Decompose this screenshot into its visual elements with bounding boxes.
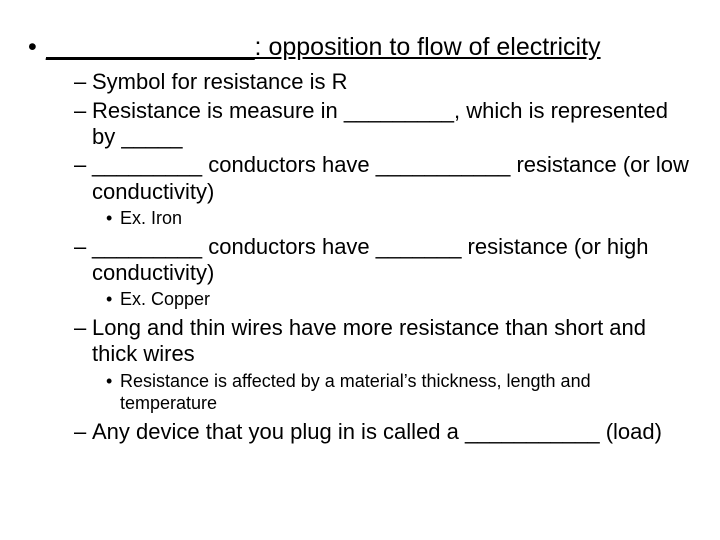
bullet-level2: –Resistance is measure in _________, whi… — [28, 98, 692, 151]
dash-icon: – — [74, 98, 92, 124]
level2-text: Symbol for resistance is R — [92, 69, 348, 94]
level2-text: Resistance is measure in _________, whic… — [92, 98, 668, 149]
bullet-dot-icon: • — [28, 32, 46, 63]
bullet-dot-icon: • — [106, 370, 120, 393]
level3-text: Resistance is affected by a material’s t… — [120, 371, 591, 414]
bullet-level1: •_______________: opposition to flow of … — [28, 32, 692, 63]
dash-icon: – — [74, 234, 92, 260]
bullet-level3: •Ex. Copper — [28, 288, 692, 311]
dash-icon: – — [74, 152, 92, 178]
bullet-dot-icon: • — [106, 288, 120, 311]
bullet-level2: –_________ conductors have ___________ r… — [28, 152, 692, 205]
level3-text: Ex. Copper — [120, 289, 210, 309]
bullet-level2: –Long and thin wires have more resistanc… — [28, 315, 692, 368]
level2-text: Long and thin wires have more resistance… — [92, 315, 646, 366]
dash-icon: – — [74, 69, 92, 95]
bullet-level2: –Symbol for resistance is R — [28, 69, 692, 95]
dash-icon: – — [74, 315, 92, 341]
bullet-level3: •Ex. Iron — [28, 207, 692, 230]
level2-text: _________ conductors have _______ resist… — [92, 234, 649, 285]
dash-icon: – — [74, 419, 92, 445]
bullet-level2: –Any device that you plug in is called a… — [28, 419, 692, 445]
slide: •_______________: opposition to flow of … — [0, 0, 720, 540]
level1-text: _______________: opposition to flow of e… — [46, 33, 601, 61]
bullet-dot-icon: • — [106, 207, 120, 230]
bullet-level2: –_________ conductors have _______ resis… — [28, 234, 692, 287]
bullet-level3: •Resistance is affected by a material’s … — [28, 370, 692, 415]
level2-text: Any device that you plug in is called a … — [92, 419, 662, 444]
level3-text: Ex. Iron — [120, 208, 182, 228]
level2-text: _________ conductors have ___________ re… — [92, 152, 689, 203]
